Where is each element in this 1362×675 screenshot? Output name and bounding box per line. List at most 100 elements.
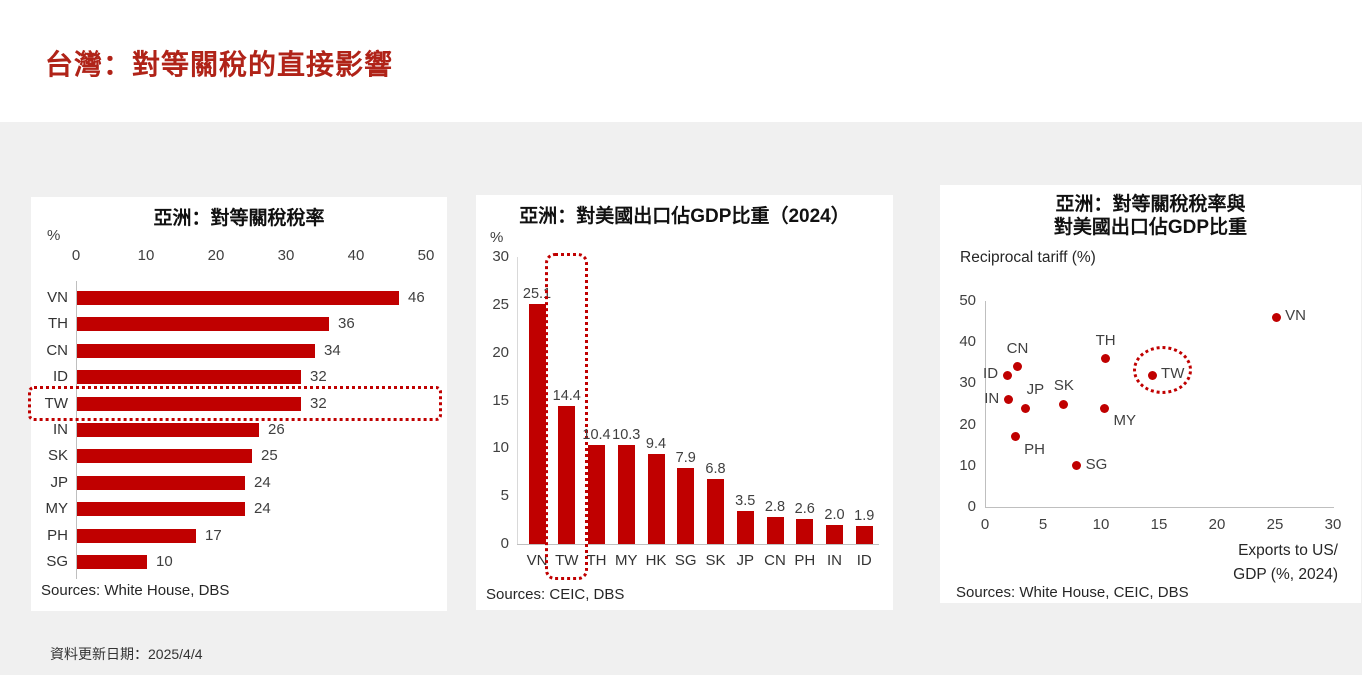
category-label: CN — [764, 552, 786, 569]
bar — [77, 528, 196, 543]
source-label: Sources: White House, DBS — [41, 582, 230, 599]
bar — [77, 396, 301, 411]
value-label: 24 — [254, 500, 271, 518]
scatter-point-sg — [1072, 461, 1082, 471]
scatter-point-ph — [1010, 432, 1020, 442]
y-axis-tick: 5 — [500, 487, 509, 505]
chart-title: 亞洲：對等關稅稅率 — [153, 208, 325, 229]
point-label: JP — [1026, 381, 1045, 399]
value-label: 9.4 — [645, 436, 667, 453]
category-label: TH — [48, 315, 68, 333]
scatter-point-my — [1099, 403, 1109, 413]
point-label: IN — [984, 389, 1000, 407]
slide-body: 亞洲：對等關稅稅率% 0 10 20 30 40 50 VN 46 TH 36 CN 34 ID 32 TW 3… — [0, 122, 1362, 675]
value-label: 46 — [408, 289, 425, 306]
x-axis-tick: 40 — [347, 247, 365, 264]
x-axis-tick: 30 — [277, 247, 295, 264]
bar — [617, 445, 635, 544]
slide-title: 台灣：對等關稅的直接影響 — [45, 48, 394, 80]
value-label: 34 — [324, 341, 341, 359]
category-label: CN — [46, 341, 68, 359]
value-label: 6.8 — [705, 460, 726, 477]
x-axis-label-line2: GDP (%, 2024) — [1233, 566, 1338, 583]
category-label: JP — [50, 473, 68, 491]
bar — [677, 468, 695, 544]
value-label: 10.3 — [612, 427, 641, 444]
point-label: PH — [1024, 440, 1045, 458]
chart-title-line1: 亞洲：對等關稅稅率與 — [1055, 194, 1246, 215]
y-axis-tick: 20 — [959, 415, 976, 433]
bar — [766, 517, 784, 544]
y-axis-label: Reciprocal tariff (%) — [960, 249, 1096, 266]
chart-panel-reciprocal-tariff-rates: 亞洲：對等關稅稅率% 0 10 20 30 40 50 VN 46 TH 36 CN 34 ID 32 TW 3… — [28, 197, 447, 611]
category-label: JP — [736, 552, 754, 569]
value-label: 25.1 — [522, 285, 552, 302]
x-axis-tick: 10 — [1092, 516, 1110, 533]
bar — [796, 519, 814, 544]
y-axis-tick: 25 — [492, 295, 509, 313]
source-label: Sources: CEIC, DBS — [486, 586, 625, 603]
bar — [77, 317, 329, 332]
bar — [588, 444, 605, 544]
y-axis-tick: 0 — [967, 498, 976, 515]
value-label: 36 — [338, 315, 355, 333]
category-label: ID — [53, 368, 68, 386]
x-axis-tick: 15 — [1150, 516, 1168, 533]
bar — [77, 502, 245, 517]
y-axis-line — [985, 301, 986, 507]
point-label: ID — [983, 365, 999, 383]
tw-highlight-ellipse — [1132, 346, 1192, 395]
y-axis-tick: 20 — [492, 343, 509, 361]
bar — [736, 510, 754, 544]
x-axis-tick: 25 — [1266, 516, 1284, 533]
category-label: SG — [674, 552, 697, 569]
y-axis-tick: 30 — [492, 248, 509, 266]
category-label: IN — [827, 552, 842, 569]
category-label: TH — [586, 552, 607, 569]
scatter-point-cn — [1012, 362, 1022, 372]
value-label: 10.4 — [582, 426, 611, 443]
value-label: 32 — [310, 394, 327, 412]
bar — [77, 343, 315, 358]
value-label: 17 — [205, 526, 222, 544]
chart-panel-tariff-vs-exports-scatter: 亞洲：對等關稅稅率與 對美國出口佔GDP比重 Reciprocal tariff (… — [940, 185, 1361, 603]
category-label: ID — [856, 552, 872, 569]
value-label: 25 — [261, 447, 278, 465]
point-label: SG — [1085, 455, 1108, 473]
category-label: VN — [47, 289, 68, 306]
category-label: SK — [47, 447, 68, 465]
y-axis-line — [76, 281, 77, 579]
y-axis-tick: 10 — [959, 456, 976, 474]
bar — [707, 478, 724, 544]
x-axis-tick: 0 — [71, 247, 81, 264]
category-label: TW — [44, 394, 68, 412]
value-label: 2.8 — [764, 499, 786, 516]
x-axis-label-line1: Exports to US/ — [1238, 542, 1338, 559]
tw-highlight-box — [28, 386, 442, 422]
x-axis-line — [985, 507, 1334, 508]
category-label: MY — [615, 552, 638, 569]
x-axis-tick: 50 — [417, 247, 435, 264]
value-label: 2.6 — [794, 501, 815, 518]
category-label: TW — [555, 552, 579, 569]
point-label: VN — [1285, 307, 1306, 325]
bar — [77, 555, 147, 569]
category-label: IN — [53, 421, 68, 438]
bar — [528, 303, 546, 544]
value-label: 1.9 — [854, 507, 875, 524]
point-label: MY — [1113, 412, 1136, 430]
bar — [77, 449, 252, 464]
x-axis-tick: 30 — [1324, 516, 1342, 533]
bar — [77, 370, 301, 385]
unit-label: % — [490, 229, 504, 246]
bar — [77, 291, 399, 305]
x-axis-tick: 0 — [980, 516, 990, 533]
scatter-point-vn — [1271, 312, 1281, 322]
source-label: Sources: White House, CEIC, DBS — [956, 584, 1189, 601]
x-axis-tick: 20 — [1208, 516, 1226, 533]
value-label: 14.4 — [552, 388, 581, 405]
bar — [77, 423, 259, 437]
y-axis-tick: 40 — [959, 333, 976, 351]
unit-label: % — [47, 227, 61, 244]
x-axis-tick: 20 — [207, 247, 225, 264]
